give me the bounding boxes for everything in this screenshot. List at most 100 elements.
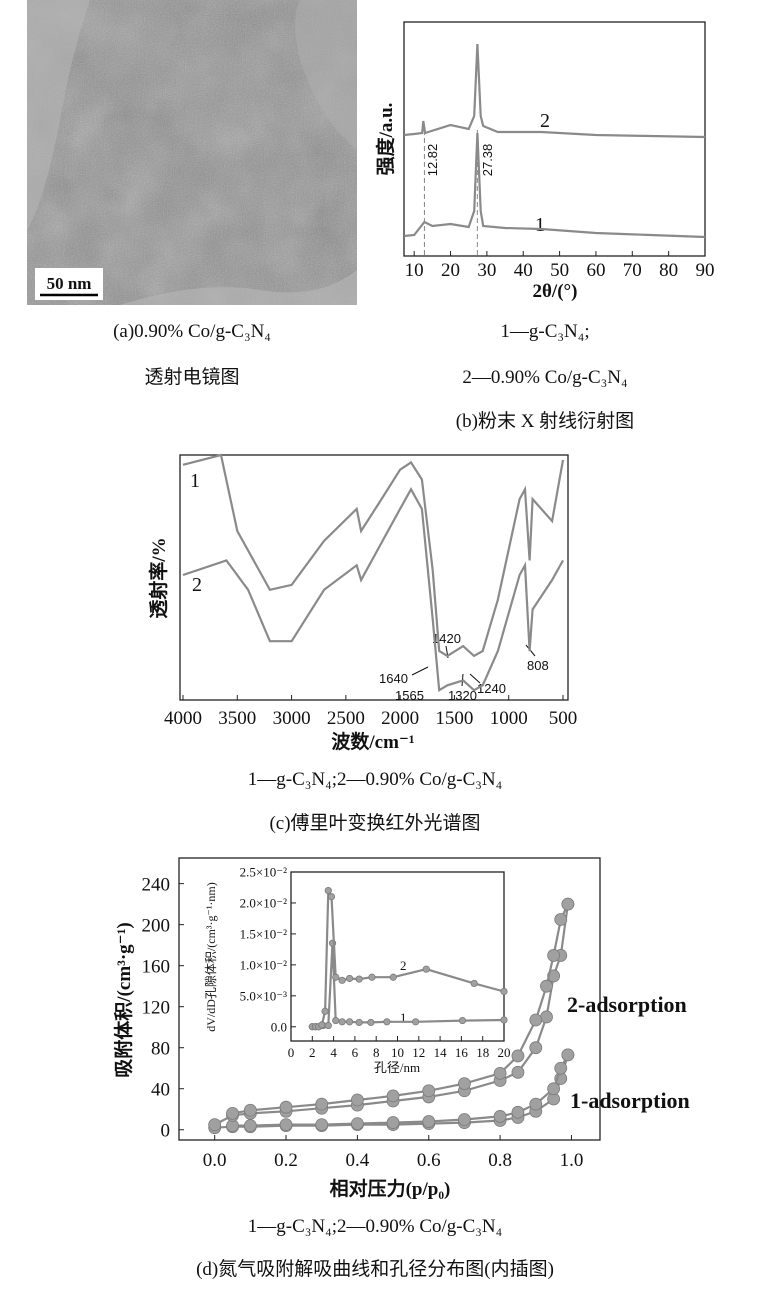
xrd-frame bbox=[403, 21, 706, 257]
ftir-xlabel: 波数/cm⁻¹ bbox=[331, 730, 414, 753]
isotherm-point bbox=[529, 1097, 543, 1111]
isotherm-point bbox=[493, 1110, 507, 1123]
x-tick-label: 0.4 bbox=[346, 1150, 370, 1171]
isotherm-point bbox=[540, 1010, 553, 1024]
isotherm-point bbox=[554, 913, 568, 926]
x-tick-label: 90 bbox=[696, 260, 715, 281]
ftir-series-label-1: 1 bbox=[190, 470, 200, 492]
psd-inset-point bbox=[338, 976, 346, 984]
y-tick-label: 200 bbox=[142, 915, 171, 936]
x-tick-label: 500 bbox=[549, 708, 578, 729]
panel-c-caption: (c)傅里叶变换红外光谱图 bbox=[269, 812, 480, 834]
xrd-ylabel: 强度/a.u. bbox=[374, 103, 397, 176]
y-tick-label: 2.0×10⁻² bbox=[240, 896, 287, 911]
psd-inset-point bbox=[389, 973, 397, 981]
psd-inset-point bbox=[368, 973, 376, 981]
x-tick-label: 0.2 bbox=[274, 1150, 298, 1171]
y-tick-label: 40 bbox=[151, 1079, 170, 1100]
x-tick-label: 70 bbox=[623, 260, 642, 281]
panel-b-legend-2: 2—0.90% Co/g-C₃N₄ bbox=[462, 367, 627, 388]
x-tick-label: 4000 bbox=[164, 708, 202, 729]
isotherm-point bbox=[493, 1066, 507, 1080]
xrd-annotation-27.38: 27.38 bbox=[480, 144, 495, 177]
x-tick-label: 8 bbox=[373, 1045, 380, 1060]
ftir-annotation-1420: 1420 bbox=[432, 631, 461, 646]
ftir-annotation-1320: 1320 bbox=[448, 688, 477, 703]
xrd-series-label-1: 1 bbox=[535, 214, 545, 236]
psd-xlabel: 孔径/nm bbox=[374, 1060, 420, 1075]
xrd-chart: 强度/a.u. 2θ/(°) 12.82 27.38 2 1 10 20 30 40 5… bbox=[374, 21, 715, 302]
x-tick-label: 10 bbox=[391, 1045, 404, 1060]
psd-series-label-2: 2 bbox=[400, 958, 407, 973]
isotherm-point bbox=[315, 1097, 329, 1111]
isotherm-chart: 吸附体积/(cm³·g⁻¹) 相对压力(p/p₀) 2-adsorption 1… bbox=[112, 857, 690, 1200]
panel-b-caption: (b)粉末 X 射线衍射图 bbox=[456, 410, 634, 432]
x-tick-label: 60 bbox=[586, 260, 605, 281]
y-tick-label: 1.5×10⁻² bbox=[240, 926, 287, 941]
xrd-series-2 bbox=[403, 43, 706, 139]
psd-inset-point bbox=[500, 987, 508, 996]
isotherm-point bbox=[386, 1116, 400, 1129]
panel-b-legend-1: 1—g-C₃N₄; bbox=[500, 321, 589, 342]
isotherm-point bbox=[529, 1013, 543, 1027]
isotherm-point bbox=[226, 1106, 239, 1120]
x-tick-label: 30 bbox=[477, 260, 496, 281]
isotherm-point bbox=[547, 1082, 561, 1096]
x-tick-label: 6 bbox=[352, 1045, 359, 1060]
xrd-series-label-2: 2 bbox=[540, 110, 550, 132]
isotherm-point bbox=[315, 1118, 329, 1132]
x-tick-label: 10 bbox=[405, 260, 424, 281]
psd-inset-point bbox=[422, 965, 430, 973]
x-tick-label: 4 bbox=[330, 1045, 337, 1060]
x-tick-label: 50 bbox=[550, 260, 569, 281]
isotherm-point bbox=[279, 1100, 293, 1114]
x-tick-label: 0 bbox=[288, 1045, 295, 1060]
x-tick-label: 1500 bbox=[435, 708, 473, 729]
x-tick-label: 2500 bbox=[327, 708, 365, 729]
x-tick-label: 0.6 bbox=[417, 1150, 441, 1171]
x-tick-label: 2 bbox=[309, 1045, 316, 1060]
psd-inset-point bbox=[355, 1018, 363, 1027]
ftir-chart: 透射率/% 波数/cm⁻¹ 1 2 1420 1640 1565 1320 12… bbox=[147, 453, 578, 753]
isotherm-series-label-1: 1-adsorption bbox=[570, 1088, 690, 1113]
panel-d-legend: 1—g-C₃N₄;2—0.90% Co/g-C₃N₄ bbox=[248, 1216, 503, 1237]
isotherm-point bbox=[529, 1041, 543, 1055]
y-tick-label: 1.0×10⁻² bbox=[240, 957, 287, 972]
isotherm-point bbox=[547, 949, 561, 962]
psd-series-label-1: 1 bbox=[400, 1010, 407, 1025]
x-tick-label: 2000 bbox=[381, 708, 419, 729]
isotherm-frame bbox=[178, 857, 601, 1141]
y-tick-label: 240 bbox=[142, 874, 171, 895]
psd-inset-point bbox=[367, 1018, 375, 1027]
isotherm-point bbox=[561, 897, 575, 911]
psd-inset-point bbox=[338, 1018, 346, 1026]
psd-inset-point bbox=[355, 975, 363, 983]
ftir-series-1 bbox=[182, 453, 565, 658]
x-tick-label: 20 bbox=[498, 1045, 511, 1060]
ftir-annotation-808: 808 bbox=[527, 658, 549, 673]
panel-d-caption: (d)氮气吸附解吸曲线和孔径分布图(内插图) bbox=[196, 1258, 554, 1280]
panel-a-subtitle: 透射电镜图 bbox=[144, 366, 239, 388]
y-tick-label: 5.0×10⁻³ bbox=[240, 988, 287, 1003]
psd-inset-point bbox=[324, 886, 332, 895]
ftir-frame bbox=[179, 454, 569, 701]
psd-inset-point bbox=[470, 979, 478, 988]
y-tick-label: 120 bbox=[142, 997, 171, 1018]
x-tick-label: 80 bbox=[659, 260, 678, 281]
psd-inset-point bbox=[383, 1018, 391, 1026]
x-tick-label: 20 bbox=[441, 260, 460, 281]
psd-inset-point bbox=[412, 1018, 420, 1026]
isotherm-point bbox=[279, 1118, 293, 1132]
isotherm-point bbox=[554, 1061, 568, 1075]
y-tick-label: 0.0 bbox=[271, 1019, 287, 1034]
isotherm-point bbox=[511, 1105, 525, 1119]
y-tick-label: 80 bbox=[151, 1038, 170, 1059]
y-tick-label: 2.5×10⁻² bbox=[240, 865, 287, 880]
panel-a-caption: (a)0.90% Co/g-C₃N₄ bbox=[113, 321, 271, 342]
psd-inset-point bbox=[332, 973, 340, 981]
isotherm-xlabel: 相对压力(p/p₀) bbox=[330, 1177, 451, 1200]
ftir-annotation-arrows bbox=[411, 644, 536, 687]
psd-inset-point bbox=[332, 1016, 340, 1025]
